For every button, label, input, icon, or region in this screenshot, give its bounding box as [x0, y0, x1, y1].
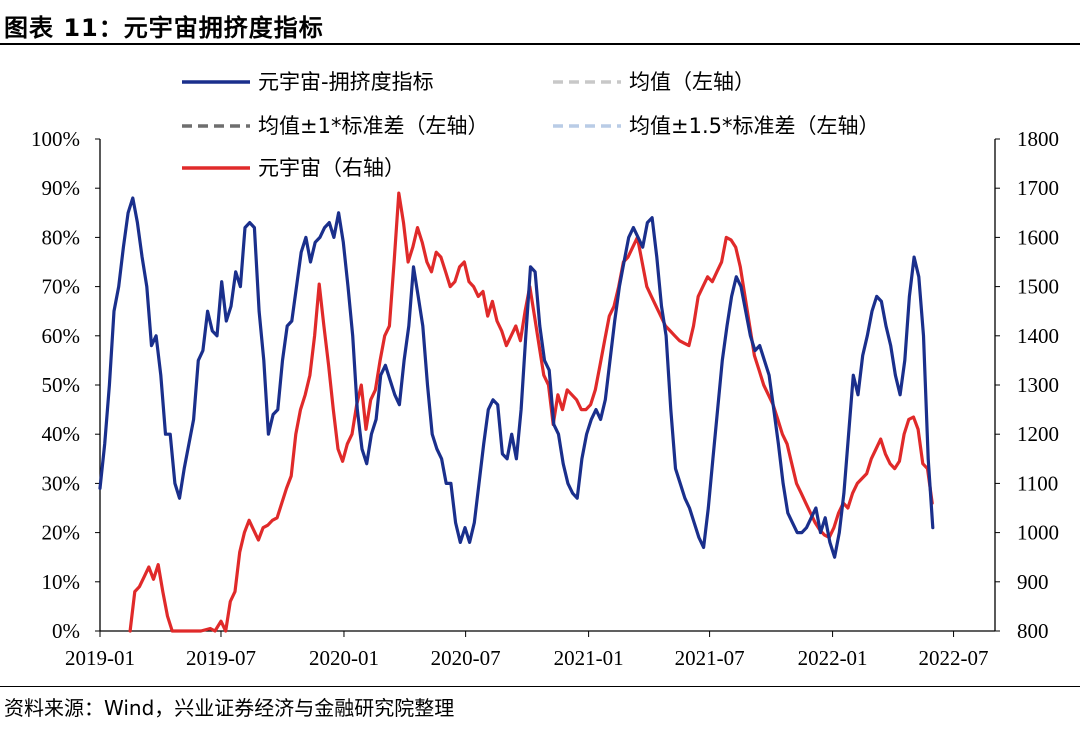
legend-label: 均值±1.5*标准差（左轴） — [629, 114, 880, 138]
source-divider — [0, 686, 1080, 687]
y-right-tick-label: 1500 — [1017, 275, 1059, 299]
y-right-tick-label: 1000 — [1017, 521, 1059, 545]
chart-axes: 0% 10% 20% 30% 40% 50% 60% 70% 80% 90% 100% 800 900 1… — [31, 127, 1059, 670]
legend-label: 元宇宙-拥挤度指标 — [258, 70, 434, 94]
y-left-tick-label: 100% — [31, 127, 80, 151]
title-divider — [0, 43, 1080, 45]
y-left-tick-label: 80% — [42, 225, 81, 249]
y-right-tick-label: 1400 — [1017, 324, 1059, 348]
y-left-tick-label: 20% — [42, 521, 81, 545]
x-tick-label: 2019-01 — [65, 646, 135, 670]
y-left-tick-label: 30% — [42, 471, 81, 495]
metaverse-index-line — [128, 191, 934, 633]
y-right-tick-label: 800 — [1017, 619, 1049, 643]
x-tick-label: 2020-01 — [309, 646, 379, 670]
y-right-tick-label: 1800 — [1017, 127, 1059, 151]
y-right-tick-label: 1700 — [1017, 176, 1059, 200]
chart-legend: 元宇宙-拥挤度指标 均值（左轴） 均值±1*标准差（左轴） 均值±1.5*标准差（左轴… — [182, 70, 880, 180]
y-left-tick-label: 50% — [42, 373, 81, 397]
crowding-line — [98, 196, 935, 559]
y-right-tick-label: 1100 — [1017, 471, 1058, 495]
legend-label: 均值（左轴） — [629, 70, 755, 94]
y-left-tick-label: 10% — [42, 570, 81, 594]
chart-area: 元宇宙-拥挤度指标 均值（左轴） 均值±1*标准差（左轴） 均值±1.5*标准差（左轴… — [31, 70, 1059, 670]
y-left-tick-label: 90% — [42, 176, 81, 200]
x-tick-label: 2021-01 — [554, 646, 624, 670]
x-tick-label: 2022-01 — [798, 646, 868, 670]
y-left-tick-label: 70% — [42, 275, 81, 299]
figure-title: 图表 11：元宇宙拥挤度指标 — [4, 14, 324, 42]
y-left-tick-label: 60% — [42, 324, 81, 348]
x-tick-label: 2021-07 — [675, 646, 745, 670]
source-note: 资料来源：Wind，兴业证券经济与金融研究院整理 — [4, 696, 455, 720]
x-tick-label: 2020-07 — [431, 646, 501, 670]
y-right-tick-label: 1300 — [1017, 373, 1059, 397]
y-right-tick-label: 1600 — [1017, 225, 1059, 249]
y-right-tick-label: 1200 — [1017, 422, 1059, 446]
y-left-tick-label: 40% — [42, 422, 81, 446]
legend-label: 元宇宙（右轴） — [258, 156, 405, 180]
x-tick-label: 2019-07 — [186, 646, 256, 670]
legend-label: 均值±1*标准差（左轴） — [258, 114, 488, 138]
y-right-tick-label: 900 — [1017, 570, 1049, 594]
x-tick-label: 2022-07 — [919, 646, 989, 670]
y-left-tick-label: 0% — [52, 619, 80, 643]
chart-series — [98, 191, 997, 633]
